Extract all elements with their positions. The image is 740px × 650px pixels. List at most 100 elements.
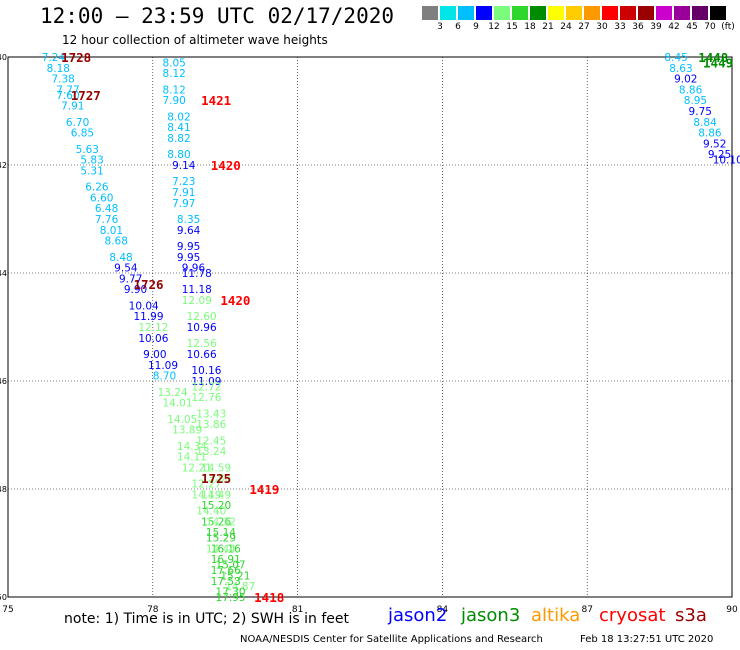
- wave-height-value: 14.49: [201, 489, 231, 501]
- wave-height-value: 12.27: [191, 479, 221, 491]
- wave-height-value: 15.26: [201, 516, 231, 528]
- wave-height-value: 13.24: [196, 446, 226, 458]
- wave-height-value: 13.86: [201, 473, 231, 485]
- wave-height-value: 15.07: [216, 560, 246, 572]
- wave-height-value: 8.68: [105, 236, 128, 248]
- legend-entry: cryosat: [599, 605, 666, 626]
- chart-title: 12:00 — 23:59 UTC 02/17/2020: [40, 4, 395, 28]
- wave-height-value: 9.75: [689, 106, 712, 118]
- wave-height-value: 7.90: [162, 95, 185, 107]
- wave-height-value: 7.60: [56, 90, 79, 102]
- color-swatch: [458, 6, 474, 20]
- wave-height-value: 14.44: [206, 543, 236, 555]
- wave-height-value: 10.04: [129, 300, 159, 312]
- color-scale-label: 36: [632, 22, 644, 32]
- wave-height-value: 12.09: [182, 295, 212, 307]
- wave-height-value: 7.24: [42, 52, 66, 64]
- color-swatch: [584, 6, 600, 20]
- wave-height-value: 17.66: [211, 565, 241, 577]
- wave-height-value: 5.83: [80, 155, 103, 167]
- wave-height-value: 11.99: [133, 311, 163, 323]
- x-tick-label: 81: [292, 605, 303, 615]
- wave-height-value: 12.60: [187, 311, 217, 323]
- legend-entry: altika: [531, 605, 581, 626]
- color-swatch: [422, 6, 438, 20]
- color-swatch: [692, 6, 708, 20]
- wave-height-value: 8.82: [167, 133, 190, 145]
- wave-height-value: 8.12: [162, 84, 185, 96]
- pass-time-label: 1728: [61, 50, 91, 65]
- wave-height-value: 12.72: [191, 381, 221, 393]
- wave-height-value: 14.11: [177, 452, 207, 464]
- wave-height-value: 7.76: [95, 214, 119, 226]
- wave-height-value: 11.09: [191, 376, 221, 388]
- y-tick-label: -44: [0, 269, 7, 278]
- wave-height-value: 8.84: [693, 117, 717, 129]
- wave-height-value: 12.21: [182, 462, 212, 474]
- wave-height-value: 10.06: [138, 333, 168, 345]
- wave-height-value: 8.48: [109, 252, 132, 264]
- wave-height-value: 11.09: [148, 360, 178, 372]
- wave-height-value: 8.01: [100, 225, 123, 237]
- wave-height-value: 13.89: [172, 425, 202, 437]
- wave-height-value: 9.54: [114, 263, 138, 275]
- y-tick-label: -40: [0, 53, 7, 62]
- color-swatch: [674, 6, 690, 20]
- color-scale-unit: (ft): [721, 22, 735, 32]
- wave-height-value: 11.78: [182, 268, 212, 280]
- color-swatch: [512, 6, 528, 20]
- wave-height-value: 13.43: [196, 408, 226, 420]
- color-swatch: [620, 6, 636, 20]
- color-scale-label: 24: [560, 22, 572, 32]
- chart-subtitle: 12 hour collection of altimeter wave hei…: [62, 33, 328, 47]
- wave-height-value: 8.95: [684, 95, 707, 107]
- wave-height-value: 9.02: [674, 74, 697, 86]
- plot-frame: [7, 56, 733, 598]
- wave-height-value: 15.29: [206, 533, 236, 545]
- color-scale-label: 18: [524, 22, 536, 32]
- pass-time-label: 1726: [133, 277, 163, 292]
- wave-height-value: 10.66: [187, 349, 217, 361]
- wave-height-value: 7.23: [172, 176, 195, 188]
- pass-time-label: 1419: [249, 482, 279, 497]
- wave-height-value: 8.02: [167, 111, 190, 123]
- wave-height-value: 8.05: [162, 57, 185, 69]
- wave-height-value: 16.91: [211, 554, 241, 566]
- wave-height-value: 11.18: [182, 284, 212, 296]
- wave-height-value: 5.31: [80, 165, 103, 177]
- x-tick-label: 78: [147, 605, 159, 615]
- wave-height-value: 10.16: [191, 365, 221, 377]
- color-scale-label: 21: [542, 22, 554, 32]
- wave-height-value: 6.26: [85, 182, 109, 194]
- wave-height-value: 10.96: [187, 322, 217, 334]
- y-tick-label: -42: [0, 161, 7, 170]
- wave-height-value: 14.05: [167, 414, 197, 426]
- color-scale-label: 6: [455, 22, 461, 32]
- pass-time-label: 1448: [698, 50, 728, 65]
- pass-time-label: 1418: [254, 590, 284, 605]
- wave-height-value: 6.85: [71, 128, 94, 140]
- color-scale-label: 27: [578, 22, 590, 32]
- x-tick-label: 90: [726, 605, 738, 615]
- color-scale-label: 3: [437, 22, 443, 32]
- color-swatch: [440, 6, 456, 20]
- wave-height-value: 7.91: [61, 101, 84, 113]
- wave-height-value: 8.35: [177, 214, 200, 226]
- wave-height-value: 15.14: [206, 527, 236, 539]
- wave-height-value: 9.90: [124, 284, 147, 296]
- generated-timestamp: Feb 18 13:27:51 UTC 2020: [580, 634, 714, 645]
- wave-height-value: 17.95: [216, 592, 246, 604]
- color-swatch: [548, 6, 564, 20]
- color-scale-label: 45: [686, 22, 698, 32]
- wave-height-value: 9.64: [177, 225, 201, 237]
- x-tick-label: 84: [437, 605, 449, 615]
- pass-time-label: 1449: [703, 55, 733, 70]
- color-scale-label: 33: [614, 22, 626, 32]
- x-tick-label: 75: [2, 605, 13, 615]
- color-scale-label: 39: [650, 22, 662, 32]
- wave-height-value: 9.00: [143, 349, 166, 361]
- wave-height-value: 13.24: [158, 387, 188, 399]
- color-swatch: [656, 6, 672, 20]
- color-scale-label: 30: [596, 22, 608, 32]
- pass-time-label: 1727: [71, 88, 101, 103]
